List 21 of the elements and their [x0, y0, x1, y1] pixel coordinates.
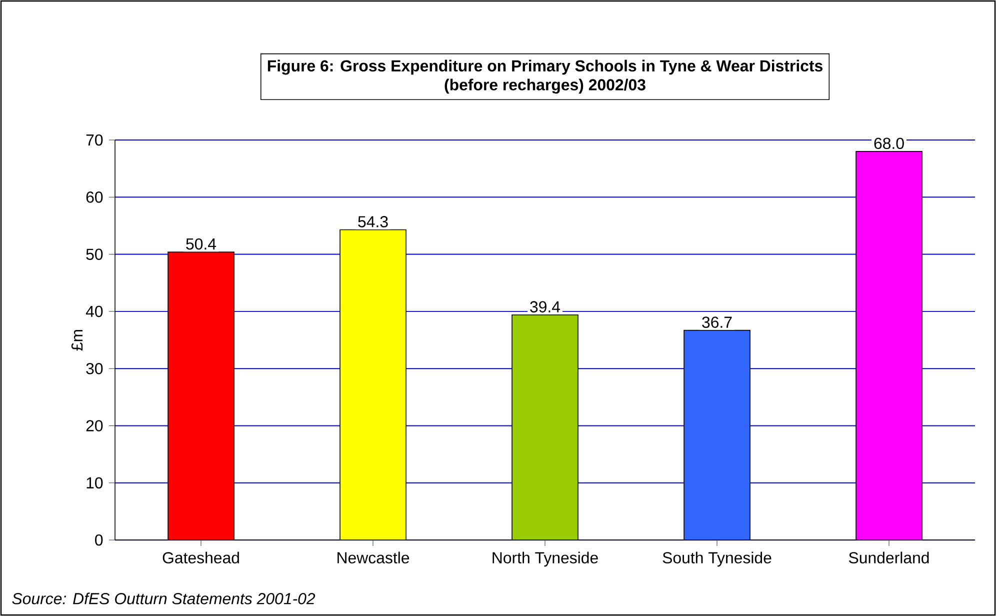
data-label: 68.0	[874, 138, 904, 150]
x-tick-label: Sunderland	[848, 552, 929, 564]
data-label: 36.7	[702, 316, 732, 328]
y-tick-label: 60	[86, 192, 103, 203]
x-tick-label: Gateshead	[162, 552, 239, 564]
x-tick-label: Newcastle	[338, 552, 410, 564]
y-tick-label: 40	[86, 306, 103, 318]
y-tick-label: 50	[86, 248, 103, 260]
data-label: 54.3	[358, 216, 388, 228]
y-axis-title: £m	[71, 330, 83, 351]
y-tick-label: 10	[86, 477, 103, 488]
x-tick-label: North Tyneside	[492, 552, 598, 567]
y-tick-label: 70	[86, 134, 103, 146]
chart-title: Figure 6: Gross Expenditure on Primary Schools in Tyne & Wear Districts (before recharges) 2002/03	[268, 60, 822, 94]
data-label: 50.4	[186, 238, 216, 250]
source-note: Source: DfES Outturn Statements 2001-02	[12, 592, 316, 604]
y-tick-label: 30	[86, 362, 103, 374]
y-tick-label: 0	[95, 534, 103, 546]
x-tick-label: South Tyneside	[662, 552, 772, 567]
data-label: 39.4	[530, 301, 560, 312]
y-tick-label: 20	[86, 420, 103, 432]
